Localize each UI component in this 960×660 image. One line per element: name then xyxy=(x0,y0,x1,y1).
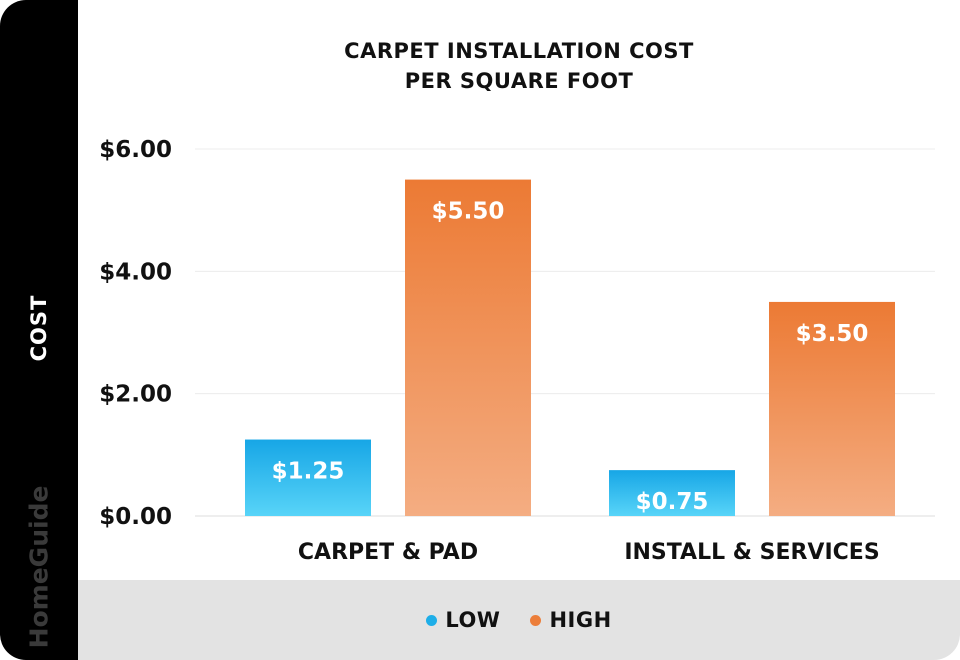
bar-low xyxy=(245,439,371,516)
y-tick-label: $2.00 xyxy=(99,382,172,408)
bar-low xyxy=(609,470,735,516)
legend-swatch xyxy=(530,614,542,626)
sidebar: COST HomeGuide xyxy=(0,0,78,660)
bar-chart-plot: $0.00 $2.00 $4.00 $6.00 $1.25 $5.50 CARPET & P… xyxy=(99,137,935,565)
legend-band: LOW HIGH xyxy=(78,580,960,660)
legend-item-high: HIGH xyxy=(530,608,611,632)
legend-label: LOW xyxy=(445,608,501,632)
y-tick-label: $0.00 xyxy=(99,504,172,530)
legend: LOW HIGH xyxy=(78,580,960,660)
bar-value-label: $5.50 xyxy=(432,199,505,225)
bar-high xyxy=(405,179,531,517)
chart-title: CARPET INSTALLATION COST PER SQUARE FOOT xyxy=(78,36,960,96)
y-tick-label: $6.00 xyxy=(99,137,172,163)
x-category-label: CARPET & PAD xyxy=(298,540,478,565)
y-tick-label: $4.00 xyxy=(99,259,172,285)
legend-swatch xyxy=(426,614,438,626)
chart-title-line-1: CARPET INSTALLATION COST xyxy=(344,39,694,63)
bar-value-label: $3.50 xyxy=(796,321,869,347)
bar-value-label: $1.25 xyxy=(272,459,345,485)
legend-item-low: LOW xyxy=(426,608,500,632)
chart-title-line-2: PER SQUARE FOOT xyxy=(404,69,634,93)
bar-high xyxy=(769,301,895,516)
bar-value-label: $0.75 xyxy=(636,489,709,515)
x-category-label: INSTALL & SERVICES xyxy=(624,540,879,565)
legend-label: HIGH xyxy=(549,608,612,632)
